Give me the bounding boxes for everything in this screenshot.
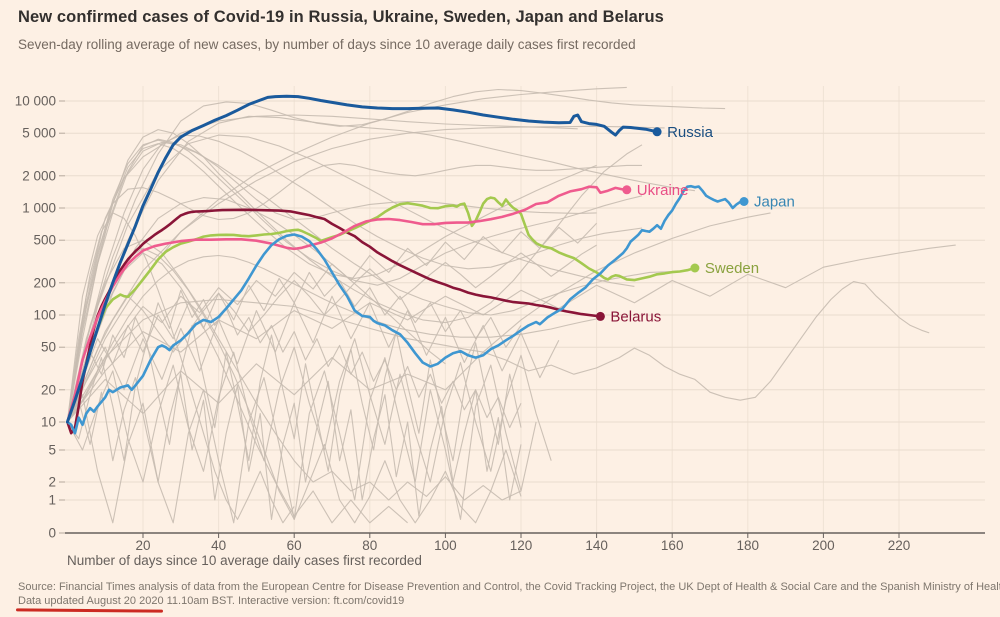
background-country-lines bbox=[66, 86, 956, 524]
series-label-japan: Japan bbox=[754, 194, 795, 211]
series-label-russia: Russia bbox=[667, 124, 714, 141]
background-country-line bbox=[66, 324, 522, 472]
y-tick-label: 100 bbox=[33, 308, 56, 323]
background-country-line bbox=[66, 244, 597, 423]
y-tick-label: 2 bbox=[48, 475, 56, 490]
x-tick-label: 40 bbox=[211, 538, 226, 553]
y-tick-label: 10 bbox=[41, 415, 56, 430]
background-country-line bbox=[66, 139, 673, 423]
series-line-ukraine bbox=[66, 185, 629, 424]
x-tick-label: 100 bbox=[434, 538, 457, 553]
x-tick-label: 180 bbox=[737, 538, 760, 553]
x-tick-label: 140 bbox=[585, 538, 608, 553]
x-tick-label: 160 bbox=[661, 538, 684, 553]
chart-title: New confirmed cases of Covid-19 in Russi… bbox=[18, 8, 664, 26]
series-label-ukraine: Ukraine bbox=[637, 182, 689, 199]
background-country-line bbox=[66, 271, 522, 423]
x-tick-label: 120 bbox=[510, 538, 533, 553]
y-tick-label: 2 000 bbox=[22, 168, 56, 183]
y-tick-label: 0 bbox=[48, 526, 56, 541]
background-country-line bbox=[66, 163, 642, 423]
series-end-dots bbox=[595, 127, 749, 321]
chart-subtitle: Seven-day rolling average of new cases, … bbox=[18, 37, 636, 52]
background-country-line bbox=[66, 254, 597, 423]
y-tick-label: 5 bbox=[48, 443, 56, 458]
series-label-belarus: Belarus bbox=[610, 308, 661, 325]
data-updated-text: Data updated August 20 2020 11.10am BST.… bbox=[18, 595, 405, 607]
series-end-dot-ukraine bbox=[622, 185, 632, 195]
series-line-japan bbox=[66, 184, 746, 435]
y-tick-label: 200 bbox=[33, 275, 56, 290]
background-country-line bbox=[66, 125, 665, 423]
background-country-line bbox=[66, 88, 726, 423]
y-tick-label: 1 000 bbox=[22, 201, 56, 216]
background-country-line bbox=[66, 114, 578, 423]
background-country-line bbox=[66, 357, 537, 524]
x-axis-title: Number of days since 10 average daily ca… bbox=[67, 553, 422, 568]
background-country-line bbox=[66, 281, 930, 423]
y-tick-label: 10 000 bbox=[15, 94, 56, 109]
series-end-dot-japan bbox=[739, 197, 749, 206]
background-country-line bbox=[66, 289, 522, 429]
series-line-sweden bbox=[66, 196, 697, 424]
x-tick-label: 60 bbox=[287, 538, 302, 553]
highlighted-series-lines bbox=[65, 94, 746, 435]
series-end-dot-russia bbox=[652, 127, 662, 137]
y-tick-label: 50 bbox=[41, 340, 56, 355]
x-tick-label: 20 bbox=[135, 538, 150, 553]
background-country-line bbox=[66, 247, 522, 524]
series-label-sweden: Sweden bbox=[705, 260, 759, 277]
background-country-line bbox=[66, 222, 597, 423]
background-country-line bbox=[66, 138, 643, 423]
background-country-line bbox=[66, 141, 597, 423]
background-country-line bbox=[66, 134, 635, 423]
x-gridlines bbox=[142, 86, 900, 533]
y-tick-label: 1 bbox=[48, 493, 56, 508]
background-country-line bbox=[66, 373, 522, 520]
background-country-line bbox=[66, 115, 695, 423]
source-text: Source: Financial Times analysis of data… bbox=[18, 581, 1000, 593]
series-end-labels: Belarus Sweden Ukraine Japan Russia bbox=[610, 124, 794, 326]
axis-baseline bbox=[59, 100, 985, 538]
background-country-line bbox=[66, 244, 956, 423]
x-tick-label: 220 bbox=[888, 538, 911, 553]
y-tick-label: 500 bbox=[33, 233, 56, 248]
background-country-line bbox=[66, 212, 295, 524]
series-end-dot-sweden bbox=[690, 263, 700, 273]
series-end-dot-belarus bbox=[595, 311, 605, 321]
background-country-line bbox=[66, 134, 643, 423]
background-country-line bbox=[66, 239, 522, 501]
background-country-line bbox=[66, 143, 597, 423]
series-line-russia bbox=[65, 94, 659, 424]
background-country-line bbox=[66, 338, 552, 483]
y-tick-label: 5 000 bbox=[22, 126, 56, 141]
series-line-belarus bbox=[66, 208, 602, 435]
red-underline-annotation bbox=[15, 608, 164, 614]
x-tick-label: 80 bbox=[362, 538, 377, 553]
y-gridlines bbox=[65, 100, 985, 501]
y-tick-label: 20 bbox=[41, 382, 56, 397]
x-tick-label: 200 bbox=[812, 538, 835, 553]
